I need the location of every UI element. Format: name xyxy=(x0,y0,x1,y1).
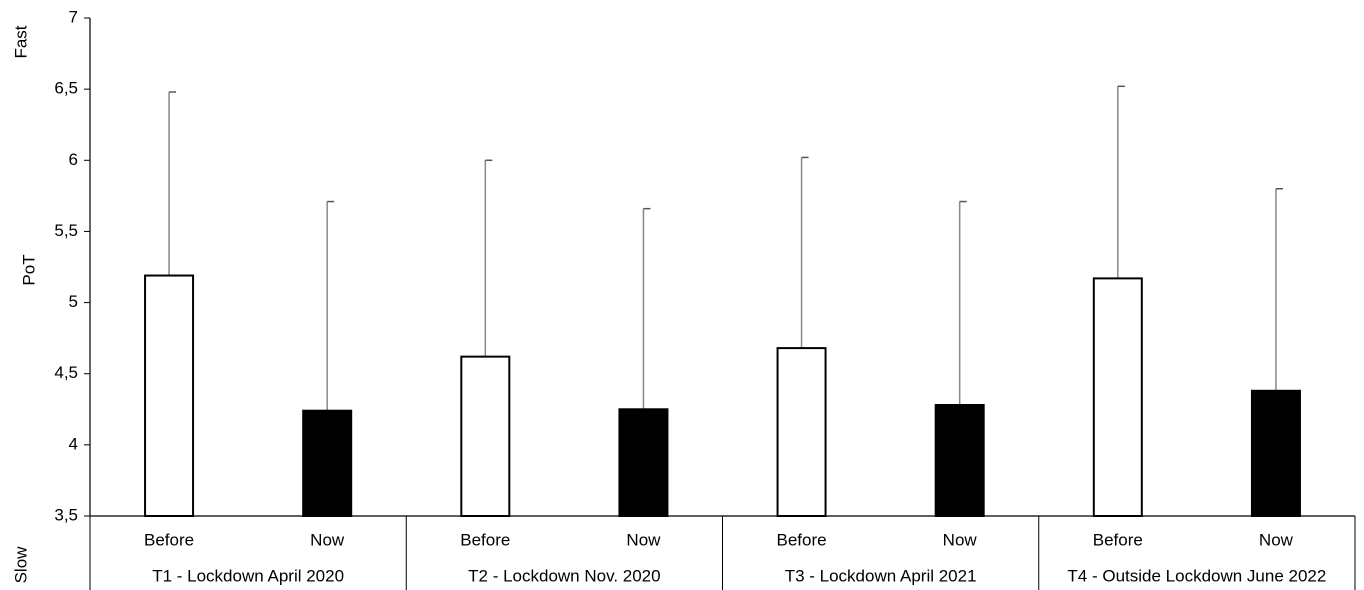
category-label: T2 - Lockdown Nov. 2020 xyxy=(468,566,660,585)
y-bottom-label: Slow xyxy=(11,546,30,584)
bar xyxy=(934,404,985,518)
series-label: Now xyxy=(626,530,661,549)
bar xyxy=(1092,277,1143,517)
category-label: T1 - Lockdown April 2020 xyxy=(152,566,344,585)
series-label: Before xyxy=(460,530,510,549)
category-label: T3 - Lockdown April 2021 xyxy=(785,566,977,585)
y-tick-label: 5,5 xyxy=(54,221,78,240)
y-tick-label: 6 xyxy=(69,150,78,169)
series-label: Now xyxy=(1259,530,1294,549)
bar xyxy=(144,274,195,517)
bar xyxy=(302,409,353,517)
y-top-label: Fast xyxy=(11,25,30,58)
series-label: Now xyxy=(310,530,345,549)
y-tick-label: 5 xyxy=(69,292,78,311)
bar xyxy=(1250,389,1301,517)
y-tick-label: 4,5 xyxy=(54,363,78,382)
bar xyxy=(618,408,669,517)
series-label: Before xyxy=(144,530,194,549)
y-tick-label: 4 xyxy=(69,434,78,453)
y-tick-label: 6,5 xyxy=(54,79,78,98)
y-tick-label: 7 xyxy=(69,7,78,26)
series-label: Now xyxy=(943,530,978,549)
bar xyxy=(776,347,827,517)
series-label: Before xyxy=(1093,530,1143,549)
y-axis-label: PoT xyxy=(19,254,38,285)
series-label: Before xyxy=(777,530,827,549)
category-label: T4 - Outside Lockdown June 2022 xyxy=(1067,566,1326,585)
y-tick-label: 3,5 xyxy=(54,505,78,524)
bar xyxy=(460,355,511,518)
